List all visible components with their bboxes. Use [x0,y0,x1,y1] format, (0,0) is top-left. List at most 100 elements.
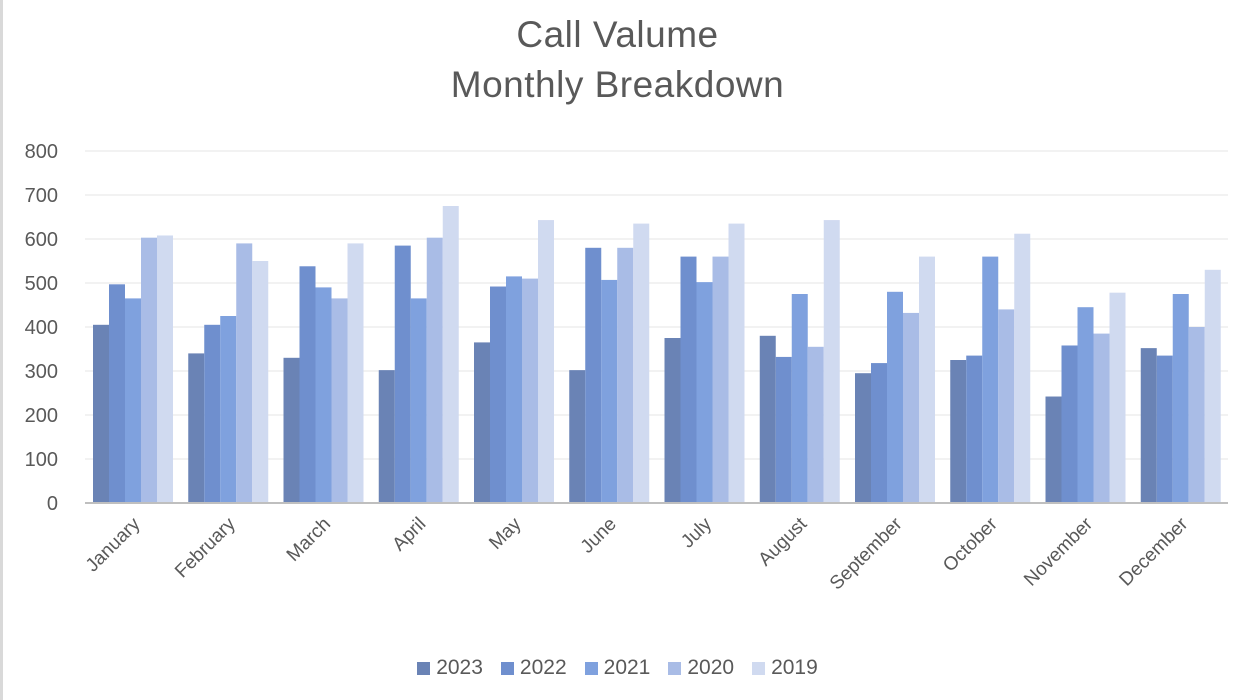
legend-swatch [417,661,431,675]
y-tick-label: 700 [25,185,58,207]
bar-2020-april [426,237,443,503]
bar-2023-june [569,370,586,503]
bar-2019-june [633,223,650,503]
bar-2022-december [1156,355,1173,503]
bar-2020-may [522,278,538,503]
bar-2022-september [871,363,887,503]
bar-2019-november [1109,292,1126,503]
y-tick-label: 800 [25,141,58,163]
chart-subtitle: Monthly Breakdown [450,64,785,105]
bar-2021-april [410,298,427,503]
bar-2023-may [474,342,490,503]
legend-label: 2023 [436,656,483,679]
y-tick-label: 100 [25,449,58,471]
bar-2023-august [759,335,776,503]
bar-2022-january [109,284,125,503]
legend-swatch [584,661,598,675]
y-tick-label: 400 [25,317,58,339]
y-axis: 0 100 200 300 400 500 600 700 800 [25,141,58,515]
legend-item-2019: 2019 [752,656,818,680]
x-tick-label-march: March [283,514,335,566]
legend-swatch [668,661,682,675]
bar-2023-january [93,324,109,503]
legend-item-2023: 2023 [417,656,483,680]
chart-title-block: Call Valume Monthly Breakdown [0,10,1235,110]
bar-2020-january [141,237,157,503]
bars [93,206,1221,504]
bar-2023-november [1045,396,1062,503]
bar-2022-february [204,324,221,503]
y-tick-label: 300 [25,361,58,383]
x-tick-label-august: August [755,513,812,570]
bar-2021-june [601,279,618,503]
bar-2022-august [775,356,792,503]
bar-2020-november [1093,333,1110,503]
bar-2022-may [490,286,506,503]
bar-2019-september [919,256,935,503]
bar-2019-january [157,235,173,504]
bar-2023-october [950,360,967,503]
x-tick-label-may: May [485,513,526,554]
legend-item-2022: 2022 [500,656,567,680]
bar-2019-december [1204,269,1221,503]
bar-2023-september [855,373,871,503]
bar-2020-march [331,298,348,503]
bar-2021-may [506,276,522,503]
y-tick-label: 200 [25,405,58,427]
legend-label: 2020 [687,656,735,679]
legend-label: 2019 [771,656,818,679]
bar-2021-november [1077,307,1094,503]
bar-2020-february [236,243,253,503]
legend: 2023 2022 2021 2020 2019 [0,656,1235,680]
x-tick-label-september: September [826,513,907,594]
bar-2019-march [347,243,364,503]
bar-2019-april [442,206,459,503]
bar-2022-november [1061,345,1078,503]
legend-item-2021: 2021 [584,656,651,680]
x-tick-label-october: October [939,513,1002,576]
x-axis: January February March April May June July Augu… [82,502,1228,594]
bar-2020-december [1188,327,1205,503]
bar-2021-february [220,316,237,503]
bar-2020-september [903,312,919,503]
bar-2019-august [823,220,840,503]
bar-2021-december [1172,294,1189,503]
x-tick-label-november: November [1020,513,1097,590]
bar-2019-february [252,261,269,503]
bar-2023-july [664,338,681,503]
bar-2020-october [998,309,1015,503]
bar-2019-july [728,223,745,503]
gridlines [85,150,1228,460]
legend-swatch [752,661,766,675]
bar-2022-july [680,256,697,503]
bar-2021-january [125,298,141,503]
bar-2021-july [696,282,713,503]
bar-2023-april [378,370,395,503]
legend-swatch [500,661,514,675]
bar-2021-october [982,256,999,503]
bar-2023-february [188,353,205,503]
bar-2021-march [315,287,332,503]
y-tick-label: 0 [47,493,58,515]
x-tick-label-february: February [171,513,240,582]
chart-title: Call Valume [516,14,719,55]
bar-2022-april [394,245,411,503]
bar-2020-june [617,247,634,503]
bar-2021-august [791,294,808,503]
y-tick-label: 500 [25,273,58,295]
bar-2019-october [1014,233,1031,503]
x-tick-label-june: June [577,514,621,558]
legend-label: 2021 [603,656,651,679]
y-tick-label: 600 [25,229,58,251]
bar-2020-august [807,346,824,503]
x-tick-label-january: January [82,513,145,576]
bar-2020-july [712,256,729,503]
bar-2023-december [1140,348,1157,503]
bar-2021-september [887,291,903,503]
bar-2022-june [585,247,602,503]
legend-item-2020: 2020 [668,656,734,680]
bar-2023-march [283,357,300,503]
legend-label: 2022 [519,656,567,679]
